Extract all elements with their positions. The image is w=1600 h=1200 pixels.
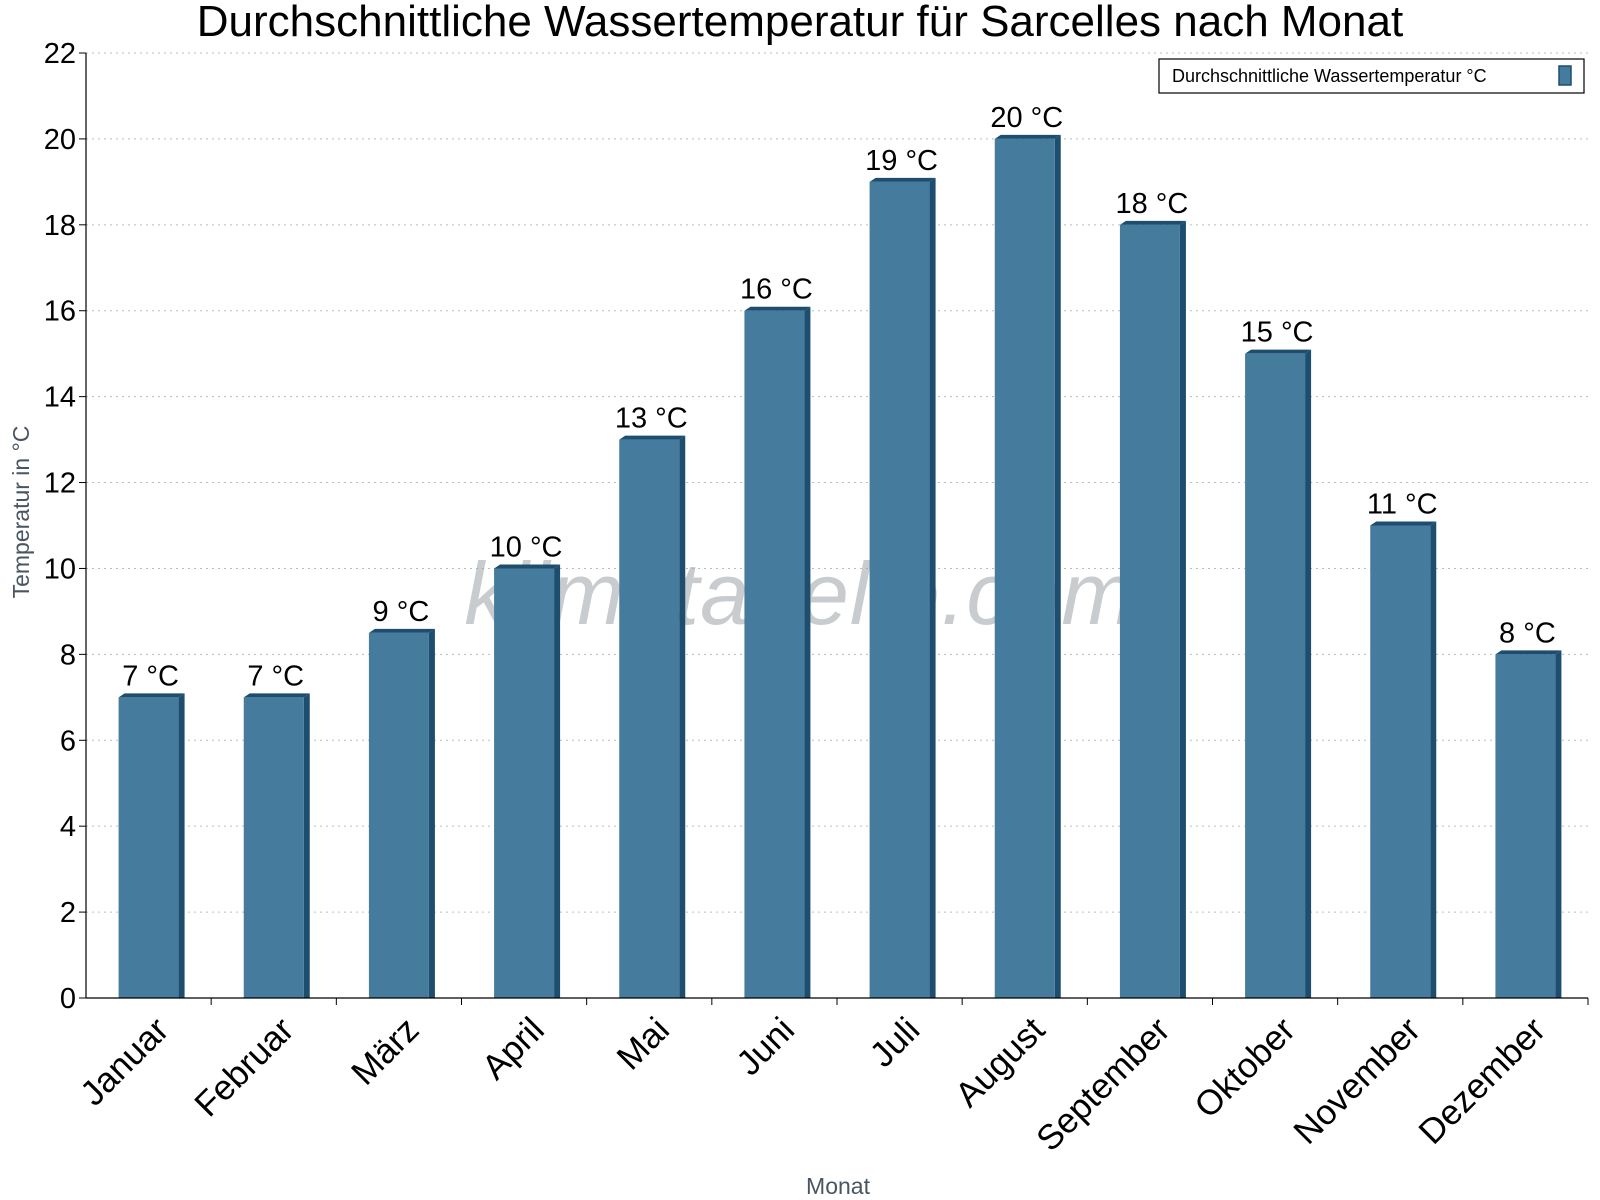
data-label: 20 °C bbox=[990, 102, 1063, 134]
x-tick-label: Februar bbox=[187, 1010, 301, 1124]
bar-top bbox=[243, 693, 310, 698]
bar-top bbox=[1245, 349, 1312, 354]
data-label: 11 °C bbox=[1367, 489, 1438, 521]
bar-side bbox=[1555, 650, 1562, 998]
bar-side bbox=[1054, 134, 1061, 999]
bar-juli bbox=[869, 177, 936, 998]
x-tick-label: November bbox=[1286, 1010, 1428, 1152]
bar-side bbox=[428, 628, 435, 998]
x-tick-label: Oktober bbox=[1187, 1010, 1303, 1126]
bar bbox=[243, 697, 304, 998]
legend: Durchschnittliche Wassertemperatur °C bbox=[1158, 58, 1585, 94]
bar-april bbox=[494, 564, 561, 998]
y-tick-label: 20 bbox=[44, 124, 76, 156]
bar-juni bbox=[744, 306, 811, 998]
bar bbox=[619, 439, 680, 998]
y-tick-label: 2 bbox=[60, 897, 76, 929]
bar-september bbox=[1119, 220, 1186, 998]
bar-februar bbox=[243, 693, 310, 998]
bar-side bbox=[1305, 349, 1312, 998]
x-axis-title: Monat bbox=[806, 1173, 871, 1199]
bar bbox=[869, 181, 930, 998]
bars bbox=[118, 134, 1562, 999]
bar-dezember bbox=[1495, 650, 1562, 998]
bar bbox=[1495, 654, 1556, 998]
data-label: 13 °C bbox=[615, 403, 688, 435]
y-tick-label: 22 bbox=[44, 38, 76, 70]
bar-side bbox=[1179, 220, 1186, 998]
bar-top bbox=[1370, 521, 1437, 526]
bar bbox=[1119, 224, 1180, 998]
bar-top bbox=[368, 628, 435, 633]
bar-mai bbox=[619, 435, 686, 998]
y-tick-labels: 0 2 4 6 8 10 12 14 16 18 20 22 bbox=[44, 38, 76, 1015]
data-label: 8 °C bbox=[1499, 617, 1556, 649]
data-label: 18 °C bbox=[1115, 188, 1188, 220]
y-tick-label: 16 bbox=[44, 296, 76, 328]
data-labels: 7 °C 7 °C 9 °C 10 °C 13 °C 16 °C 19 °C 20 °C 18 … bbox=[122, 102, 1556, 692]
bar bbox=[1245, 353, 1306, 998]
bar-top bbox=[619, 435, 686, 440]
bar-januar bbox=[118, 693, 185, 998]
bar-top bbox=[1495, 650, 1562, 655]
data-label: 15 °C bbox=[1241, 317, 1314, 349]
y-tick-label: 8 bbox=[60, 639, 76, 671]
x-tick-label: August bbox=[948, 1010, 1053, 1115]
data-label: 19 °C bbox=[865, 145, 938, 177]
y-tick-label: 12 bbox=[44, 468, 76, 500]
y-tick-label: 10 bbox=[44, 553, 76, 585]
bar bbox=[494, 568, 555, 998]
bar-top bbox=[744, 306, 811, 311]
legend-swatch bbox=[1558, 65, 1572, 86]
data-label: 10 °C bbox=[490, 531, 563, 563]
x-tick-label: September bbox=[1029, 1010, 1178, 1159]
y-tick-label: 14 bbox=[44, 382, 76, 414]
bar bbox=[368, 632, 429, 998]
chart-title: Durchschnittliche Wassertemperatur für S… bbox=[197, 0, 1403, 46]
bar-märz bbox=[368, 628, 435, 998]
bar-top bbox=[494, 564, 561, 569]
data-label: 7 °C bbox=[122, 660, 179, 692]
data-label: 7 °C bbox=[247, 660, 304, 692]
bar bbox=[744, 310, 805, 998]
legend-label: Durchschnittliche Wassertemperatur °C bbox=[1172, 66, 1487, 86]
bar-november bbox=[1370, 521, 1437, 998]
bar-oktober bbox=[1245, 349, 1312, 998]
bar bbox=[1370, 525, 1431, 998]
bar-side bbox=[1430, 521, 1437, 998]
bar-side bbox=[929, 177, 936, 998]
data-label: 16 °C bbox=[740, 274, 813, 306]
bar-side bbox=[804, 306, 811, 998]
bar-top bbox=[1119, 220, 1186, 225]
y-tick-label: 4 bbox=[60, 811, 76, 843]
axes bbox=[79, 52, 1589, 1005]
bar-side bbox=[679, 435, 686, 998]
data-label: 9 °C bbox=[373, 596, 430, 628]
bar-august bbox=[994, 134, 1061, 999]
bar-side bbox=[554, 564, 561, 998]
bar-side bbox=[303, 693, 310, 998]
x-tick-label: Mai bbox=[609, 1010, 676, 1077]
y-tick-label: 0 bbox=[60, 983, 76, 1015]
x-tick-label: Juni bbox=[729, 1010, 802, 1083]
x-tick-label: Juli bbox=[863, 1010, 928, 1075]
bar-top bbox=[994, 134, 1061, 139]
x-tick-label: März bbox=[344, 1010, 427, 1093]
grid-lines bbox=[86, 52, 1588, 913]
x-tick-label: Januar bbox=[73, 1010, 176, 1113]
bar-top bbox=[869, 177, 936, 182]
x-tick-label: Dezember bbox=[1411, 1010, 1553, 1152]
bar-top bbox=[118, 693, 185, 698]
bar-side bbox=[178, 693, 185, 998]
y-tick-label: 6 bbox=[60, 725, 76, 757]
y-tick-label: 18 bbox=[44, 210, 76, 242]
y-axis-title: Temperatur in °C bbox=[8, 426, 34, 599]
x-tick-label: April bbox=[475, 1010, 552, 1087]
legend-box bbox=[1158, 58, 1585, 94]
bar bbox=[994, 138, 1055, 999]
bar bbox=[118, 697, 179, 998]
x-tick-labels: Januar Februar März April Mai Juni Juli AugustS… bbox=[73, 1010, 1553, 1159]
